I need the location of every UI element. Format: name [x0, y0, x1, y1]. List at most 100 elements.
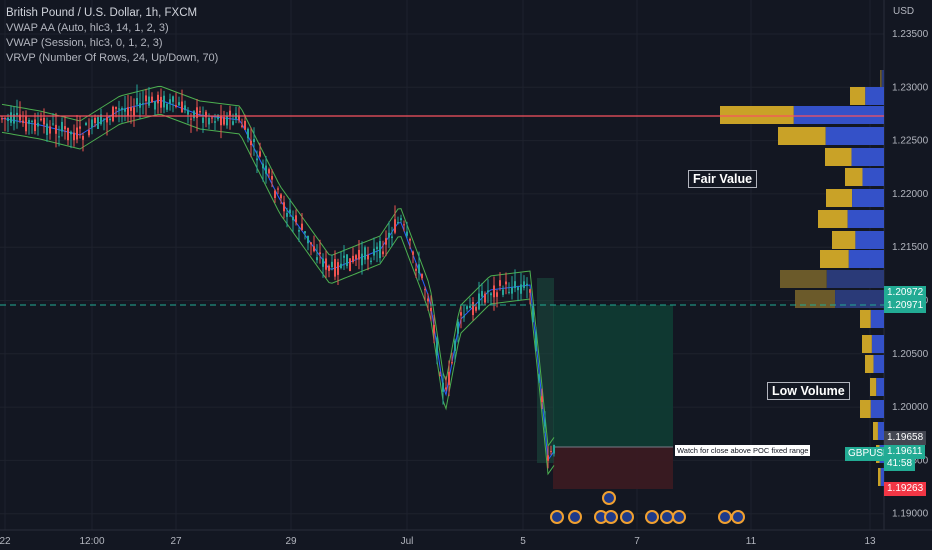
candle-body — [433, 324, 435, 334]
vp-row-up — [873, 355, 884, 373]
candle-body — [436, 337, 438, 356]
watch-note[interactable]: Watch for close above POC fixed range — [675, 445, 811, 456]
candle-body — [220, 115, 222, 126]
candle-body — [412, 251, 414, 255]
candle-body — [85, 122, 87, 126]
candle-body — [58, 136, 60, 138]
price-tick: 1.20000 — [892, 402, 929, 413]
candle-body — [25, 116, 27, 132]
event-flag-inner — [662, 512, 672, 522]
candle-body — [175, 105, 177, 107]
time-tick: 11 — [746, 536, 757, 547]
candle-body — [46, 123, 48, 135]
candle-body — [151, 96, 153, 103]
candle-body — [208, 118, 210, 125]
vp-row-down — [870, 378, 877, 396]
chart-legend: British Pound / U.S. Dollar, 1h, FXCM VW… — [6, 6, 218, 66]
candle-body — [508, 291, 510, 293]
fair-value-label[interactable]: Fair Value — [688, 170, 758, 188]
time-tick: 12:00 — [79, 536, 104, 547]
candle-body — [373, 248, 375, 256]
event-flag-inner — [552, 512, 562, 522]
candle-body — [307, 235, 309, 244]
candle-body — [409, 238, 411, 241]
candle-body — [40, 118, 42, 121]
candle-body — [130, 107, 132, 111]
vp-row-up — [851, 148, 884, 166]
candle-body — [538, 375, 540, 379]
vp-row-up — [871, 335, 884, 353]
indicator-vrvp[interactable]: VRVP (Number Of Rows, 24, Up/Down, 70) — [6, 52, 219, 64]
indicator-vwap-aa[interactable]: VWAP AA (Auto, hlc3, 14, 1, 2, 3) — [6, 22, 169, 34]
candle-body — [418, 264, 420, 274]
vwap-upper-band — [1, 85, 555, 448]
candle-body — [346, 254, 348, 266]
candle-body — [247, 128, 249, 139]
candle-body — [472, 302, 474, 316]
candle-body — [319, 252, 321, 254]
vp-row-up — [825, 127, 884, 145]
time-tick: 27 — [170, 536, 182, 547]
time-tick: 22 — [0, 536, 11, 547]
candle-body — [364, 247, 366, 260]
candle-body — [250, 140, 252, 146]
candle-body — [304, 231, 306, 234]
chart-grid — [0, 0, 932, 531]
candle-body — [28, 120, 30, 124]
candle-body — [523, 281, 525, 288]
candle-body — [232, 121, 234, 125]
candle-body — [121, 108, 123, 111]
candle-body — [199, 110, 201, 113]
stop-zone[interactable] — [553, 447, 673, 489]
symbol-tag: GBPUSD — [845, 447, 894, 461]
target-zone[interactable] — [553, 305, 673, 447]
candle-body — [166, 103, 168, 110]
vp-row-down — [832, 231, 856, 249]
price-tag-3: 1.19658 — [884, 431, 927, 445]
candle-body — [154, 101, 156, 110]
candle-body — [403, 224, 405, 226]
vp-row-down — [850, 87, 866, 105]
candle-body — [475, 306, 477, 311]
candle-body — [34, 119, 36, 132]
candle-body — [226, 115, 228, 126]
vp-row-down — [825, 148, 852, 166]
vp-row-up — [848, 250, 884, 268]
candle-body — [442, 382, 444, 392]
candle-body — [511, 287, 513, 294]
candle-body — [526, 283, 528, 286]
economic-events — [550, 491, 745, 524]
candle-body — [487, 290, 489, 293]
candle-body — [205, 111, 207, 118]
vp-row-down — [878, 468, 881, 486]
vp-row-down — [862, 335, 872, 353]
candle-body — [397, 221, 399, 223]
time-tick: 13 — [864, 536, 876, 547]
volume-profile — [720, 70, 884, 486]
candle-body — [277, 188, 279, 190]
vp-row-down — [860, 310, 871, 328]
event-flag-inner — [647, 512, 657, 522]
currency-label: USD — [893, 6, 915, 17]
candle-body — [310, 242, 312, 245]
vp-row-up — [855, 231, 884, 249]
candle-body — [202, 117, 204, 123]
candle-body — [367, 254, 369, 260]
indicator-vwap-session[interactable]: VWAP (Session, hlc3, 0, 1, 2, 3) — [6, 37, 163, 49]
candle-body — [139, 103, 141, 108]
time-axis[interactable]: 22 12:00 27 29 Jul 5 7 11 13 — [0, 536, 876, 547]
price-tag-2: 1.20971 — [884, 299, 927, 313]
candle-body — [109, 118, 111, 121]
candle-body — [76, 127, 78, 140]
low-volume-label[interactable]: Low Volume — [767, 382, 850, 400]
candle-body — [547, 455, 549, 461]
candle-body — [262, 163, 264, 169]
candle-body — [385, 238, 387, 245]
candle-body — [484, 293, 486, 303]
symbol-title[interactable]: British Pound / U.S. Dollar, 1h, FXCM — [6, 7, 198, 19]
candle-body — [184, 105, 186, 111]
price-tick: 1.21500 — [892, 242, 929, 253]
candle-body — [187, 110, 189, 115]
price-tick: 1.19000 — [892, 509, 929, 520]
